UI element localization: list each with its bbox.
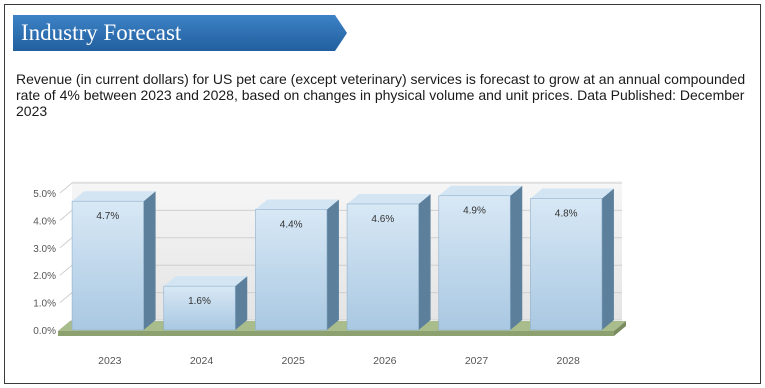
- bar-side: [601, 188, 614, 330]
- y-tick-label: 5.0%: [33, 189, 56, 200]
- x-tick-label: 2023: [98, 355, 122, 367]
- bar-value-label: 4.9%: [463, 206, 486, 217]
- section-banner: Industry Forecast: [13, 15, 347, 51]
- banner-arrow-shape: [13, 15, 347, 51]
- x-tick-label: 2024: [190, 355, 214, 367]
- bar-2025: [255, 209, 328, 331]
- x-tick-label: 2025: [281, 355, 305, 367]
- y-tick-label: 3.0%: [33, 244, 56, 255]
- bar-side: [143, 191, 156, 330]
- bar-top: [530, 188, 614, 199]
- bar-top: [438, 185, 523, 196]
- x-tick-label: 2026: [373, 355, 397, 367]
- bar-2023: [71, 200, 144, 331]
- section-title: Industry Forecast: [21, 20, 182, 45]
- bar-side: [326, 199, 339, 330]
- chart-floor-side: [614, 321, 626, 336]
- bar-value-label: 4.6%: [371, 214, 394, 225]
- bar-value-label: 1.6%: [188, 296, 211, 307]
- forecast-bar-chart: 0.0% 1.0% 2.0% 3.0% 4.0% 5.0% 4.7% 2023 1.6% 2024…: [33, 181, 626, 367]
- gridline: [59, 182, 622, 194]
- bar-top: [255, 199, 339, 210]
- y-tick-label: 4.0%: [33, 216, 56, 227]
- y-tick-label: 1.0%: [33, 299, 56, 310]
- bar-value-label: 4.7%: [96, 211, 119, 222]
- chart-floor-front: [58, 331, 614, 336]
- x-tick-label: 2028: [556, 355, 580, 367]
- bar-value-label: 4.8%: [555, 208, 578, 219]
- y-tick-label: 2.0%: [33, 271, 56, 282]
- bar-top: [163, 276, 248, 287]
- bar-side: [235, 276, 248, 330]
- bar-2026: [346, 203, 419, 331]
- bar-value-label: 4.4%: [280, 219, 303, 230]
- bar-side: [510, 185, 523, 330]
- bar-side: [418, 193, 431, 330]
- x-tick-label: 2027: [465, 355, 489, 367]
- forecast-description: Revenue (in current dollars) for US pet …: [16, 71, 746, 119]
- industry-forecast-panel: Industry Forecast Revenue (in current do…: [4, 4, 761, 384]
- bar-top: [72, 191, 156, 202]
- y-tick-label: 0.0%: [33, 326, 56, 337]
- bar-2024: [163, 285, 236, 331]
- bar-2027: [438, 195, 511, 331]
- bar-2028: [530, 198, 603, 331]
- bar-top: [347, 193, 431, 204]
